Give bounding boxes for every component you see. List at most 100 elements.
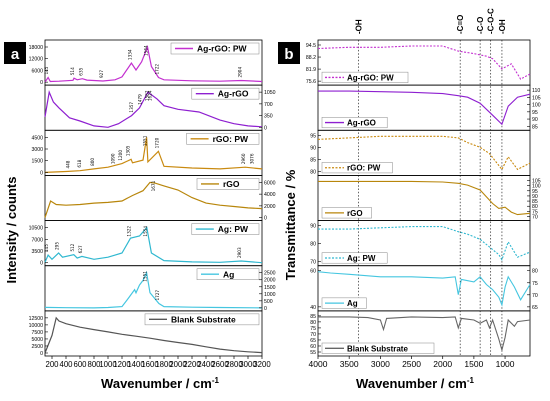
legend-label: Ag [223, 269, 234, 279]
x-tick-label: 2400 [197, 360, 215, 369]
peak-label: 1357 [129, 102, 134, 113]
peak-label: 1305 [125, 145, 130, 156]
legend-box [196, 268, 260, 280]
y-tick-label: 1500 [264, 285, 276, 291]
y-tick-label: 85 [310, 314, 316, 320]
y-tick-label: 1050 [264, 90, 276, 96]
series-line [44, 270, 263, 309]
peak-label: 1720 [154, 137, 159, 148]
y-tick-label: 105 [532, 178, 541, 184]
panel-b-badge: b [284, 46, 293, 63]
y-tick-label: 80 [310, 169, 316, 175]
legend-label: Ag-rGO [347, 119, 376, 128]
y-tick-label: 94.5 [306, 43, 316, 49]
y-tick-label: 100 [532, 103, 541, 109]
series-ag-rgo-pw: Ag-rGO: PW 75.6 81.9 88.2 94.5 [306, 39, 531, 86]
legend-label: rGO: PW [213, 134, 249, 144]
x-tick-label: 1400 [127, 360, 145, 369]
panel-b: b Transmittance / % Wavenumber / cm-1 -O… [278, 8, 541, 391]
y-tick-label: 0 [40, 261, 43, 267]
y-tick-label: 6000 [264, 180, 276, 186]
peak-label: 295 [55, 242, 60, 250]
legend-label: Ag: PW [347, 254, 376, 263]
y-tick-label: 3000 [31, 147, 43, 153]
legend-box [196, 178, 260, 190]
y-tick-label: 95 [310, 133, 316, 139]
peak-label: 1200 [118, 150, 123, 161]
y-tick-label: 2000 [264, 278, 276, 284]
y-tick-label: 0 [40, 80, 43, 86]
x-axis: 200 400 600 8001000120014001600180020002200… [45, 356, 271, 369]
y-tick-label: 700 [264, 102, 273, 108]
panel-a-plot: Ag-rGO: PW 145 514 635 927 1334 1564 1722 2904 0 6… [29, 39, 276, 369]
x-tick-label: 2000 [433, 359, 452, 369]
x-tick-label: 2000 [169, 360, 187, 369]
panel-b-xlabel: Wavenumber / cm-1 [356, 376, 474, 391]
y-tick-label: 105 [532, 95, 541, 101]
band-label: -OH [355, 19, 364, 34]
x-tick-label: 800 [87, 360, 101, 369]
y-tick-label: 60 [310, 269, 316, 275]
legend-label: rGO [223, 179, 240, 189]
peak-label: 1479 [138, 94, 143, 105]
series-line [44, 226, 263, 264]
x-tick-label: 2600 [211, 360, 229, 369]
legend-label: Ag: PW [218, 224, 249, 234]
y-tick-label: 7000 [31, 237, 43, 243]
y-tick-label: 350 [264, 114, 273, 120]
legend-box [321, 252, 388, 264]
peak-label: 1624 [148, 90, 153, 101]
x-axis: 4000 3500 3000 2500 2000 1500 1000 [309, 356, 515, 369]
legend-box [191, 223, 260, 235]
peak-label: 514 [70, 67, 75, 75]
panel-a-badge: a [11, 46, 20, 63]
legend-label: rGO [347, 209, 363, 218]
y-tick-label: 81.9 [306, 67, 316, 73]
peak-label: 1551 [143, 135, 148, 146]
panel-a-ylabel: Intensity / counts [4, 177, 19, 284]
x-tick-label: 1200 [113, 360, 131, 369]
series-line [44, 137, 263, 173]
series-rgo-pw: rGO: PW 448 618 800 1090 1200 1305 1551 1720 2960… [31, 129, 263, 176]
y-tick-label: 90 [532, 117, 538, 123]
x-tick-label: 400 [59, 360, 73, 369]
legend-label: rGO: PW [347, 164, 381, 173]
peak-label: 145 [44, 244, 49, 252]
y-tick-label: 0 [40, 170, 43, 176]
y-tick-label: 2500 [264, 271, 276, 277]
y-tick-label: 88.2 [306, 55, 316, 61]
peak-label: 800 [90, 158, 95, 166]
series-rgo: rGO 1671 0 2000 4000 6000 [44, 175, 276, 222]
peak-label: 2903 [237, 247, 242, 258]
y-tick-label: 0 [264, 125, 267, 131]
y-tick-label: 95 [532, 189, 538, 195]
y-tick-label: 75 [532, 281, 538, 287]
y-tick-label: 75.6 [306, 79, 316, 85]
legend-label: Blank Substrate [171, 314, 236, 324]
series-ag: Ag 40 60 65 70 75 80 [310, 265, 538, 312]
panel-a: a Intensity / counts Wavenumber / cm-1 A… [4, 39, 276, 391]
x-tick-label: 3200 [253, 360, 271, 369]
x-tick-label: 3500 [340, 359, 359, 369]
x-tick-label: 200 [45, 360, 59, 369]
series-line [44, 89, 263, 128]
peak-label: 1551 [143, 271, 148, 282]
peak-label: 1090 [110, 153, 115, 164]
band-label: -C-O-C [487, 8, 496, 34]
legend-box [321, 297, 367, 309]
y-tick-label: 5000 [31, 337, 43, 343]
y-tick-label: 80 [310, 242, 316, 248]
panel-a-badge-bg [4, 42, 26, 64]
y-tick-label: 85 [532, 124, 538, 130]
y-tick-label: 10500 [29, 226, 44, 232]
y-tick-label: 2000 [264, 204, 276, 210]
legend-box [186, 133, 260, 145]
legend-label: Ag [347, 299, 358, 308]
peak-label: 1727 [155, 290, 160, 301]
y-tick-label: 1500 [31, 159, 43, 165]
x-tick-label: 3000 [371, 359, 390, 369]
legend-box [170, 42, 260, 55]
